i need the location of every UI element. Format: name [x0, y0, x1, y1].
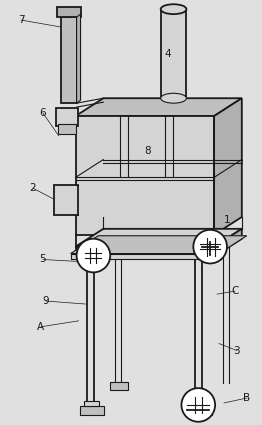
- Bar: [56, 108, 78, 126]
- Text: 9: 9: [43, 296, 49, 306]
- Bar: [110, 382, 128, 390]
- Bar: [187, 406, 212, 415]
- Bar: [192, 401, 207, 406]
- Bar: [61, 17, 77, 103]
- Ellipse shape: [161, 93, 186, 103]
- Circle shape: [193, 230, 227, 264]
- Text: 3: 3: [233, 346, 240, 356]
- Polygon shape: [214, 98, 242, 235]
- Bar: [80, 406, 104, 415]
- Bar: [54, 185, 78, 215]
- Text: 4: 4: [164, 49, 171, 59]
- Text: 2: 2: [30, 183, 36, 193]
- Text: C: C: [231, 286, 239, 296]
- Bar: [85, 401, 99, 406]
- Polygon shape: [77, 14, 80, 103]
- Circle shape: [182, 388, 215, 422]
- Polygon shape: [76, 98, 242, 116]
- Text: B: B: [243, 393, 250, 403]
- Text: 7: 7: [18, 15, 24, 25]
- Circle shape: [77, 239, 110, 272]
- Polygon shape: [71, 236, 247, 254]
- Text: 6: 6: [40, 108, 46, 118]
- Bar: [76, 246, 214, 257]
- Polygon shape: [214, 229, 242, 257]
- Bar: [58, 124, 76, 134]
- Polygon shape: [161, 9, 186, 98]
- Text: A: A: [37, 322, 45, 332]
- Text: 8: 8: [145, 146, 151, 156]
- Bar: [76, 116, 214, 235]
- Ellipse shape: [161, 4, 186, 14]
- Polygon shape: [76, 229, 242, 246]
- Text: 1: 1: [224, 215, 230, 225]
- Bar: [71, 254, 219, 258]
- Bar: [57, 7, 80, 17]
- Text: 5: 5: [40, 255, 46, 264]
